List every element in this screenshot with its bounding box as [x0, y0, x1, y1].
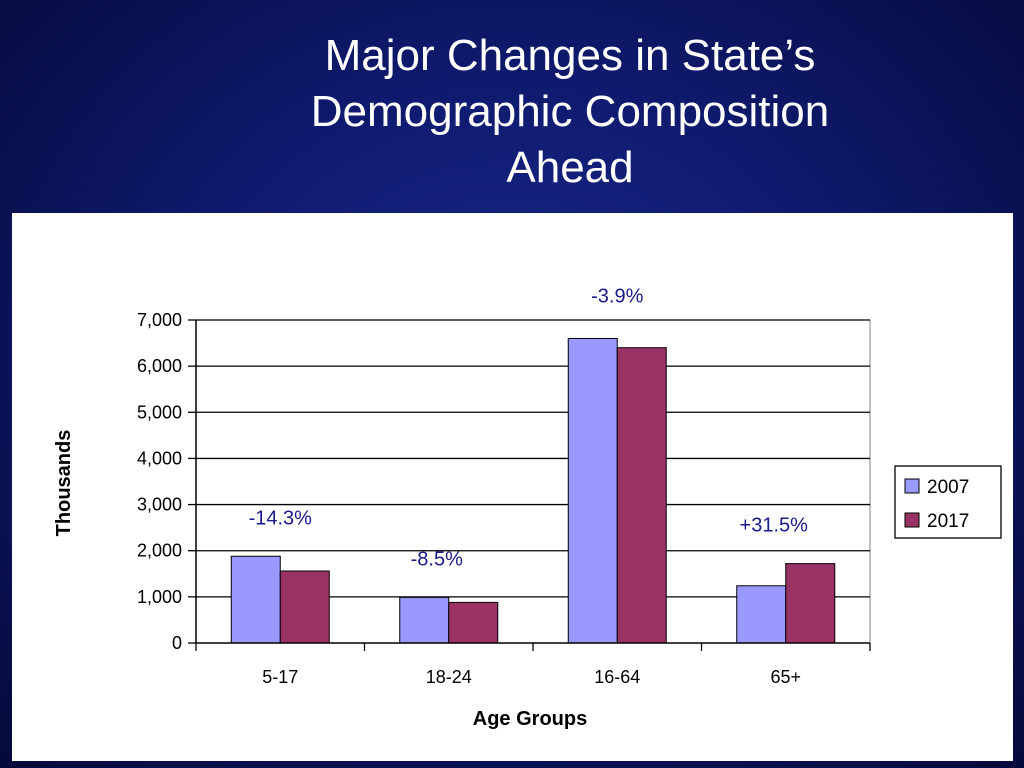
x-tick-label: 65+	[770, 667, 801, 687]
x-tick-label: 16-64	[594, 667, 640, 687]
y-axis-title: Thousands	[53, 430, 75, 537]
slide-title: Major Changes in State’s Demographic Com…	[310, 31, 830, 192]
y-tick-label: 4,000	[137, 448, 182, 468]
bar-2017-5-17	[279, 570, 330, 644]
y-tick-label: 6,000	[137, 356, 182, 376]
y-tick-label: 7,000	[137, 310, 182, 330]
y-tick-label: 3,000	[137, 495, 182, 515]
change-annotation: -14.3%	[249, 507, 313, 529]
bar-2007-18-24	[399, 596, 450, 644]
x-tick-label: 18-24	[426, 667, 472, 687]
change-annotation: -8.5%	[411, 548, 463, 570]
axes	[188, 319, 871, 651]
bar-2007-16-64	[567, 337, 618, 644]
legend-swatch	[904, 512, 920, 528]
legend-swatch	[904, 478, 920, 494]
legend-label: 2017	[927, 511, 969, 532]
bars	[230, 337, 836, 644]
bar-2017-18-24	[448, 601, 499, 644]
bar-2007-5-17	[230, 555, 281, 644]
labels: 0 1,000 2,000 3,000 4,000 5,000 6,000 7,000 -14.…	[137, 285, 808, 687]
x-axis-title: Age Groups	[473, 708, 587, 730]
change-annotation: -3.9%	[591, 285, 643, 307]
bar-chart: 0 1,000 2,000 3,000 4,000 5,000 6,000 7,000 -14.…	[53, 285, 1002, 730]
y-tick-label: 0	[172, 633, 182, 653]
bar-2007-65+	[736, 585, 787, 644]
x-tick-label: 5-17	[262, 667, 298, 687]
y-tick-label: 5,000	[137, 402, 182, 422]
legend-label: 2007	[927, 477, 969, 498]
change-annotation: +31.5%	[740, 515, 809, 537]
y-tick-label: 2,000	[137, 541, 182, 561]
bar-2017-65+	[785, 563, 836, 644]
legend: 2007 2017	[894, 465, 1002, 539]
y-tick-label: 1,000	[137, 587, 182, 607]
chart-panel: 0 1,000 2,000 3,000 4,000 5,000 6,000 7,000 -14.…	[12, 213, 1013, 761]
bar-2017-16-64	[616, 347, 667, 644]
